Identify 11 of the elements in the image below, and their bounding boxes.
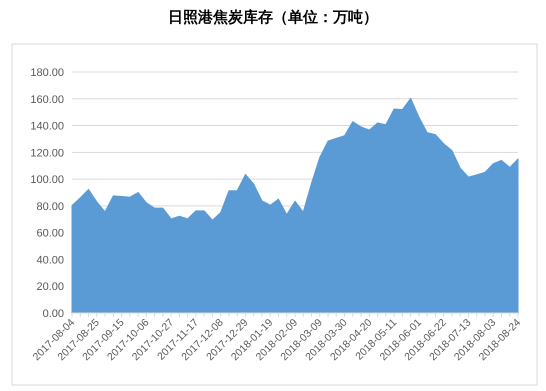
ytick: 140.00: [30, 120, 64, 133]
ytick: 0.00: [42, 308, 64, 320]
ytick: 60.00: [36, 228, 64, 240]
ytick: 160.00: [30, 94, 64, 106]
ytick: 120.00: [30, 147, 64, 160]
ytick: 20.00: [36, 281, 64, 294]
ytick: 80.00: [36, 200, 64, 213]
ytick: 100.00: [30, 174, 64, 186]
ytick: 40.00: [36, 254, 64, 266]
ytick: 180.00: [30, 67, 64, 79]
title: 日照港焦炭库存（单位：万吨）: [168, 10, 378, 26]
